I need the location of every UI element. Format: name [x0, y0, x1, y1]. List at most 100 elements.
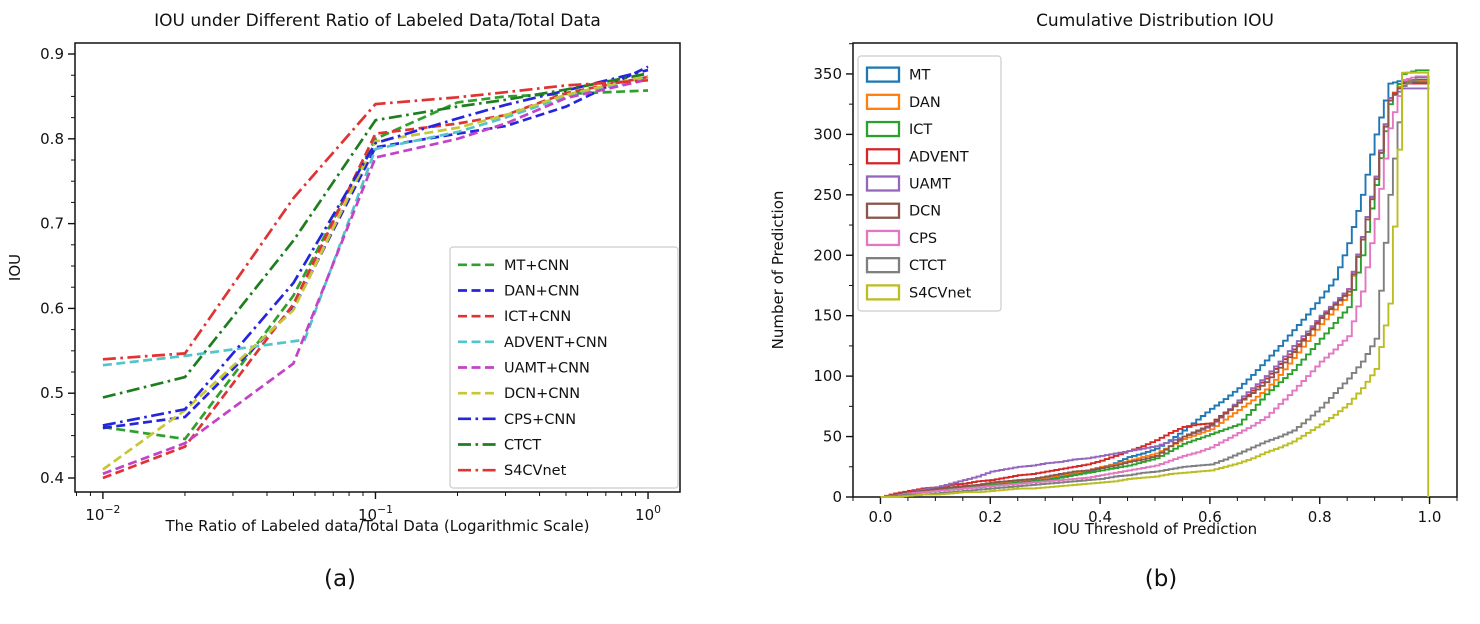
legend-item-ict-cnn: ICT+CNN — [458, 309, 571, 325]
x-tick-label: 0.0 — [869, 508, 893, 526]
legend-swatch — [865, 229, 901, 247]
series-dcn-cnn — [102, 74, 649, 471]
legend-label: DAN+CNN — [504, 284, 580, 300]
legend-item-cps: CPS — [865, 229, 937, 247]
y-tick-label: 150 — [813, 307, 842, 325]
legend-item-ctct: CTCT — [865, 257, 946, 274]
legend-item-dcn-cnn: DCN+CNN — [458, 386, 580, 402]
x-axis-label: IOU Threshold of Prediction — [1053, 520, 1257, 538]
legend-label: MT — [909, 68, 931, 84]
y-tick-label: 250 — [813, 186, 842, 204]
legend-label: ADVENT+CNN — [504, 335, 608, 351]
legend-item-uamt: UAMT — [865, 175, 951, 193]
legend-label: DCN+CNN — [504, 386, 580, 402]
y-axis-label: IOU — [6, 254, 24, 281]
legend-item-mt: MT — [865, 66, 931, 84]
legend-label: CTCT — [504, 438, 541, 454]
y-tick-label: 100 — [813, 367, 842, 385]
chart-b: 0.0 0.2 0.4 0.6 0.8 1.0 0 50 100 150 200 250 300 350 C… — [769, 11, 1458, 538]
legend-swatch — [865, 120, 901, 138]
legend-label: ICT — [909, 122, 932, 138]
x-tick-label: 10−1 — [358, 503, 393, 524]
x-tick-label: 0.6 — [1198, 508, 1222, 526]
chart-a: 10−2 10−1 100 0.4 0.5 0.6 0.7 0.8 0.9 IOU under D… — [6, 11, 681, 535]
y-tick-label: 0.9 — [40, 45, 64, 63]
y-tick-label: 0.8 — [40, 130, 64, 148]
legend-item-ctct: CTCT — [458, 438, 541, 454]
y-tick-label: 0.6 — [40, 299, 64, 317]
series-dcn — [880, 81, 1430, 498]
y-axis-label: Number of Prediction — [769, 191, 787, 350]
chart-title: IOU under Different Ratio of Labeled Dat… — [154, 11, 601, 31]
x-axis: 10−2 10−1 100 — [75, 492, 661, 524]
series-ctct — [880, 76, 1430, 498]
legend-label: S4CVnet — [504, 463, 567, 479]
legend-item-ict: ICT — [865, 120, 932, 138]
legend-item-dan: DAN — [865, 93, 941, 111]
y-tick-label: 0.4 — [40, 469, 64, 487]
legend: MT+CNN DAN+CNN ICT+CNN ADVENT+CNN UAMT+CNN DC… — [449, 246, 679, 489]
y-tick-label: 200 — [813, 246, 842, 264]
x-tick-label: 100 — [635, 503, 661, 524]
legend-label: MT+CNN — [504, 258, 569, 274]
series-group — [880, 69, 1430, 498]
legend-item-dan-cnn: DAN+CNN — [458, 284, 580, 300]
legend-swatch — [865, 284, 901, 301]
legend-label: S4CVnet — [909, 285, 972, 301]
legend-label: UAMT+CNN — [504, 361, 590, 377]
series-ict — [880, 69, 1430, 498]
series-s4cvnet — [102, 78, 649, 361]
x-tick-label: 0.2 — [978, 508, 1002, 526]
series-uamt-cnn — [102, 78, 649, 476]
plot-border — [74, 42, 681, 493]
series-s4cvnet — [880, 71, 1430, 498]
legend-label: UAMT — [909, 177, 951, 193]
y-tick-label: 300 — [813, 125, 842, 143]
x-axis-label: The Ratio of Labeled data/Total Data (Lo… — [165, 517, 590, 535]
x-tick-label: 0.8 — [1308, 508, 1332, 526]
legend-swatch — [865, 257, 901, 274]
legend-label: ICT+CNN — [504, 309, 571, 325]
series-advent-cnn — [102, 76, 649, 367]
legend-label: CTCT — [909, 258, 946, 274]
series-mt-cnn — [102, 89, 649, 441]
chart-title: Cumulative Distribution IOU — [1036, 11, 1274, 31]
legend-label: DAN — [909, 95, 941, 111]
y-tick-label: 0 — [832, 488, 842, 506]
y-tick-label: 0.5 — [40, 384, 64, 402]
y-tick-label: 50 — [823, 428, 842, 446]
legend-swatch — [865, 175, 901, 192]
legend-label: DCN — [909, 204, 941, 220]
axes: 0.0 0.2 0.4 0.6 0.8 1.0 0 50 100 150 200 250 300 350 — [813, 42, 1458, 526]
legend-item-dcn: DCN — [865, 202, 941, 220]
legend-label: ADVENT — [909, 149, 969, 165]
legend-item-advent-cnn: ADVENT+CNN — [458, 335, 608, 351]
axes: 10−2 10−1 100 0.4 0.5 0.6 0.7 0.8 0.9 — [40, 42, 681, 524]
series-group — [102, 65, 649, 480]
y-tick-label: 0.7 — [40, 215, 64, 233]
x-axis: 0.0 0.2 0.4 0.6 0.8 1.0 — [852, 497, 1458, 526]
x-tick-label: 10−2 — [85, 503, 120, 524]
series-cps-cnn — [102, 68, 649, 427]
y-axis: 0.4 0.5 0.6 0.7 0.8 0.9 — [40, 45, 75, 487]
legend-swatch — [865, 148, 901, 165]
y-tick-label: 350 — [813, 65, 842, 83]
legend-item-uamt-cnn: UAMT+CNN — [458, 361, 590, 377]
legend-box — [449, 246, 679, 489]
caption-b: (b) — [1144, 566, 1178, 592]
series-cps — [880, 75, 1430, 498]
x-tick-label: 0.4 — [1088, 508, 1112, 526]
y-axis: 0 50 100 150 200 250 300 350 — [813, 43, 853, 506]
legend-box — [857, 55, 1002, 312]
legend-swatch — [865, 93, 901, 110]
legend-item-s4cvnet: S4CVnet — [458, 463, 567, 479]
legend-label: CPS — [909, 231, 937, 247]
legend-item-s4cvnet: S4CVnet — [865, 284, 972, 301]
legend-item-advent: ADVENT — [865, 148, 969, 165]
legend-item-mt-cnn: MT+CNN — [458, 258, 569, 274]
series-dan-cnn — [102, 65, 649, 430]
x-tick-label: 1.0 — [1418, 508, 1442, 526]
legend-swatch — [865, 202, 901, 219]
